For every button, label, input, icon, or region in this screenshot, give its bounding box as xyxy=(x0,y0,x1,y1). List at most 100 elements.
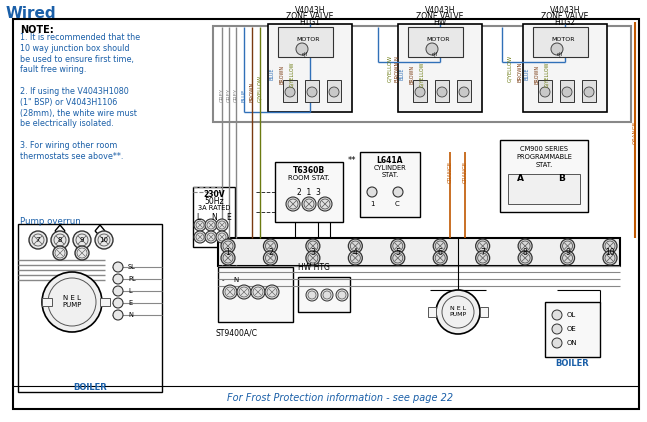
Text: B: B xyxy=(558,173,565,182)
Circle shape xyxy=(263,239,278,253)
Text: For Frost Protection information - see page 22: For Frost Protection information - see p… xyxy=(227,393,453,403)
Text: HW HTG: HW HTG xyxy=(298,263,330,272)
Text: ON: ON xyxy=(567,340,578,346)
Text: N: N xyxy=(211,213,217,222)
Text: ORANGE: ORANGE xyxy=(633,120,637,143)
Bar xyxy=(413,80,427,102)
Circle shape xyxy=(51,231,69,249)
Circle shape xyxy=(437,87,447,97)
Bar xyxy=(283,80,297,102)
Circle shape xyxy=(216,231,228,243)
Text: STAT.: STAT. xyxy=(535,162,553,168)
Text: BROWN: BROWN xyxy=(518,62,523,82)
Text: 6: 6 xyxy=(438,247,443,257)
Circle shape xyxy=(336,289,348,301)
Circle shape xyxy=(442,296,474,328)
Text: T6360B: T6360B xyxy=(293,165,325,175)
Text: 10: 10 xyxy=(100,237,109,243)
Text: PUMP: PUMP xyxy=(450,313,466,317)
Bar xyxy=(100,298,110,306)
Text: 1. It is recommended that the: 1. It is recommended that the xyxy=(20,33,140,42)
Text: SL: SL xyxy=(128,264,136,270)
Bar xyxy=(500,140,588,212)
Circle shape xyxy=(433,251,447,265)
Text: 230V: 230V xyxy=(203,189,225,198)
Text: 10: 10 xyxy=(605,247,615,257)
Text: 1: 1 xyxy=(369,201,374,207)
Circle shape xyxy=(318,197,332,211)
Text: o|l: o|l xyxy=(432,51,438,57)
Text: ORANGE: ORANGE xyxy=(448,161,452,183)
Text: 2  1  3: 2 1 3 xyxy=(297,187,321,197)
Circle shape xyxy=(367,187,377,197)
Text: Wired: Wired xyxy=(6,6,57,21)
Circle shape xyxy=(237,285,251,299)
Bar xyxy=(538,80,552,102)
Text: G/YELLOW: G/YELLOW xyxy=(419,61,424,87)
Text: BROWN: BROWN xyxy=(534,65,540,84)
Text: G/YELLOW: G/YELLOW xyxy=(388,55,393,82)
Text: 3: 3 xyxy=(311,247,315,257)
Circle shape xyxy=(221,251,235,265)
Text: BLUE: BLUE xyxy=(270,68,274,80)
Circle shape xyxy=(42,272,102,332)
Circle shape xyxy=(286,197,300,211)
Text: BOILER: BOILER xyxy=(73,384,107,392)
Circle shape xyxy=(205,219,217,231)
Text: 10 way junction box should: 10 way junction box should xyxy=(20,44,129,53)
Text: GREY: GREY xyxy=(219,88,225,102)
Circle shape xyxy=(415,87,425,97)
Circle shape xyxy=(216,219,228,231)
Text: V4043H: V4043H xyxy=(424,6,455,15)
Text: (1" BSP) or V4043H1106: (1" BSP) or V4043H1106 xyxy=(20,98,117,107)
Text: G/YELLOW: G/YELLOW xyxy=(289,61,294,87)
Circle shape xyxy=(75,246,89,260)
Circle shape xyxy=(48,278,96,326)
Circle shape xyxy=(194,219,206,231)
Text: V4043H: V4043H xyxy=(295,6,325,15)
Text: N E L: N E L xyxy=(450,306,466,311)
Bar xyxy=(218,238,620,266)
Text: N E L: N E L xyxy=(63,295,81,301)
Bar xyxy=(408,27,463,57)
Circle shape xyxy=(513,185,527,199)
Text: HTG2: HTG2 xyxy=(554,18,575,27)
Text: G/YELLOW: G/YELLOW xyxy=(258,75,263,102)
Text: Pump overrun: Pump overrun xyxy=(20,217,81,226)
Circle shape xyxy=(459,87,469,97)
Circle shape xyxy=(603,239,617,253)
Circle shape xyxy=(555,185,569,199)
Text: PUMP: PUMP xyxy=(62,302,82,308)
Text: 9: 9 xyxy=(80,237,84,243)
Text: 8: 8 xyxy=(523,247,527,257)
Circle shape xyxy=(476,251,490,265)
Text: HW: HW xyxy=(433,18,446,27)
Circle shape xyxy=(251,285,265,299)
Text: V4043H: V4043H xyxy=(550,6,580,15)
Bar xyxy=(327,80,341,102)
Circle shape xyxy=(29,231,47,249)
Text: GREY: GREY xyxy=(226,88,232,102)
Circle shape xyxy=(73,231,91,249)
Text: A: A xyxy=(516,173,523,182)
Text: HTG1: HTG1 xyxy=(300,18,320,27)
Circle shape xyxy=(205,231,217,243)
Circle shape xyxy=(95,231,113,249)
Text: BLUE: BLUE xyxy=(241,89,247,102)
Circle shape xyxy=(518,239,532,253)
Text: L: L xyxy=(128,288,131,294)
Circle shape xyxy=(296,43,308,55)
Text: OE: OE xyxy=(567,326,576,332)
Circle shape xyxy=(476,239,490,253)
Circle shape xyxy=(584,87,594,97)
Bar xyxy=(275,162,343,222)
Text: BROWN: BROWN xyxy=(250,81,254,102)
Bar xyxy=(428,307,436,317)
Circle shape xyxy=(348,251,362,265)
Text: (28mm), the white wire must: (28mm), the white wire must xyxy=(20,108,137,118)
Bar xyxy=(533,27,588,57)
Bar xyxy=(457,80,471,102)
Text: 3A RATED: 3A RATED xyxy=(198,205,230,211)
Bar xyxy=(523,24,607,112)
Circle shape xyxy=(302,197,316,211)
